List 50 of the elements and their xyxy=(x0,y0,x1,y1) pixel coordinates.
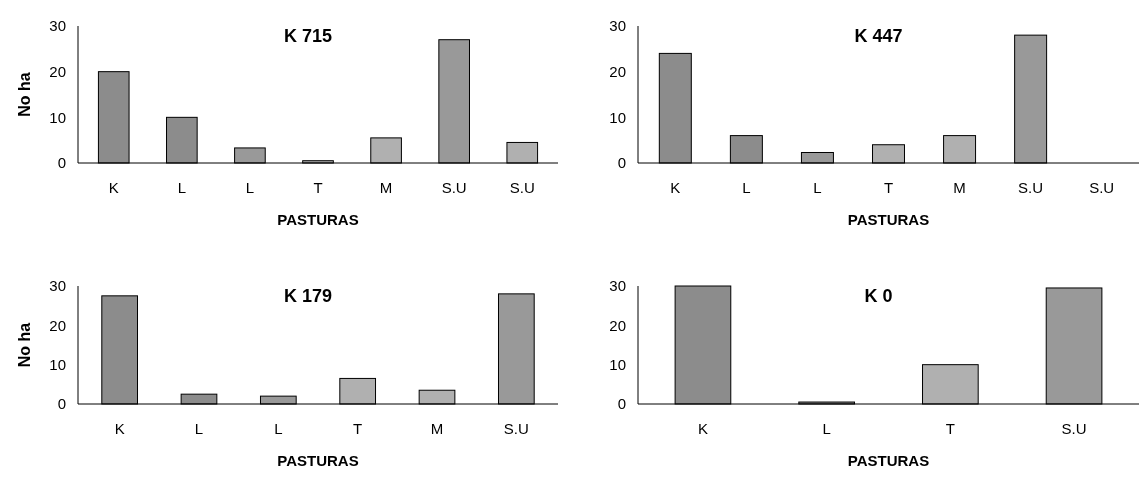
x-tick-label: S.U xyxy=(1089,179,1115,196)
x-tick-label: T xyxy=(945,420,955,437)
x-tick-label: S.U xyxy=(1061,420,1087,437)
x-tick-label: L xyxy=(274,420,283,437)
x-tick-label: K xyxy=(697,420,708,437)
x-axis-title: PASTURAS xyxy=(847,211,930,228)
y-tick-label: 10 xyxy=(609,355,626,373)
x-tick-label: L xyxy=(813,179,822,196)
y-tick-label: 20 xyxy=(49,62,66,80)
x-axis-title: PASTURAS xyxy=(277,211,359,228)
y-tick-label: 0 xyxy=(617,154,626,172)
x-tick-label: T xyxy=(313,179,323,196)
y-tick-label: 10 xyxy=(609,108,626,126)
y-axis-title: No ha xyxy=(16,72,33,117)
chart-title: K 0 xyxy=(864,286,893,306)
x-tick-label: K xyxy=(108,179,119,196)
y-tick-label: 10 xyxy=(49,108,66,126)
y-tick-label: 20 xyxy=(609,316,626,334)
y-tick-label: 0 xyxy=(617,395,626,413)
x-tick-label: L xyxy=(742,179,751,196)
x-tick-label: L xyxy=(822,420,831,437)
chart-title: K 715 xyxy=(283,26,333,46)
x-axis-title: PASTURAS xyxy=(847,452,930,469)
x-tick-label: M xyxy=(379,179,393,196)
x-tick-label: S.U xyxy=(1018,179,1044,196)
y-tick-label: 10 xyxy=(49,355,66,373)
x-tick-label: K xyxy=(670,179,681,196)
x-tick-label: T xyxy=(353,420,363,437)
y-axis-title: No ha xyxy=(16,322,33,368)
x-tick-label: K xyxy=(114,420,125,437)
y-tick-label: 30 xyxy=(609,17,626,35)
x-tick-label: L xyxy=(245,179,255,196)
x-tick-label: S.U xyxy=(503,420,529,437)
x-tick-label: S.U xyxy=(441,179,467,196)
y-tick-label: 20 xyxy=(609,62,626,80)
y-tick-label: 0 xyxy=(57,154,66,172)
chart-title: K 179 xyxy=(283,286,333,306)
x-tick-label: S.U xyxy=(509,179,535,196)
x-tick-label: L xyxy=(194,420,204,437)
y-tick-label: 0 xyxy=(57,395,66,413)
y-tick-label: 30 xyxy=(49,277,66,295)
x-tick-label: L xyxy=(177,179,186,196)
chart-title: K 447 xyxy=(854,26,903,46)
y-tick-label: 30 xyxy=(609,277,626,295)
x-axis-title: PASTURAS xyxy=(277,452,359,469)
y-tick-label: 30 xyxy=(49,17,66,35)
y-tick-label: 20 xyxy=(49,316,66,334)
x-tick-label: T xyxy=(883,179,894,196)
x-tick-label: M xyxy=(953,179,966,196)
x-tick-label: M xyxy=(430,420,444,437)
